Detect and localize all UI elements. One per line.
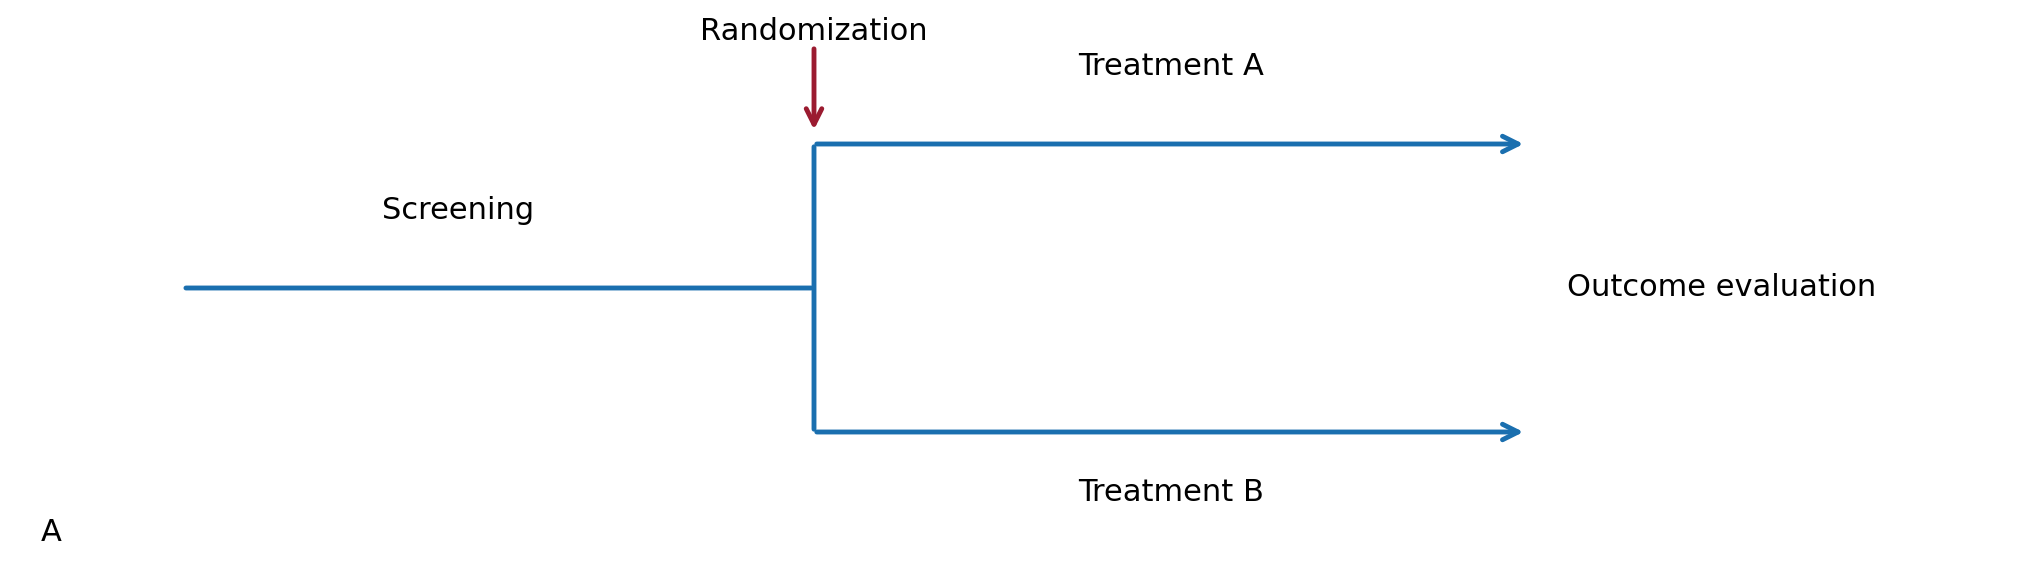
- Text: Randomization: Randomization: [700, 17, 928, 46]
- Text: Screening: Screening: [383, 196, 533, 225]
- Text: Outcome evaluation: Outcome evaluation: [1567, 274, 1876, 302]
- Text: Treatment A: Treatment A: [1079, 52, 1264, 81]
- Text: Treatment B: Treatment B: [1079, 478, 1264, 507]
- Text: A: A: [41, 518, 61, 547]
